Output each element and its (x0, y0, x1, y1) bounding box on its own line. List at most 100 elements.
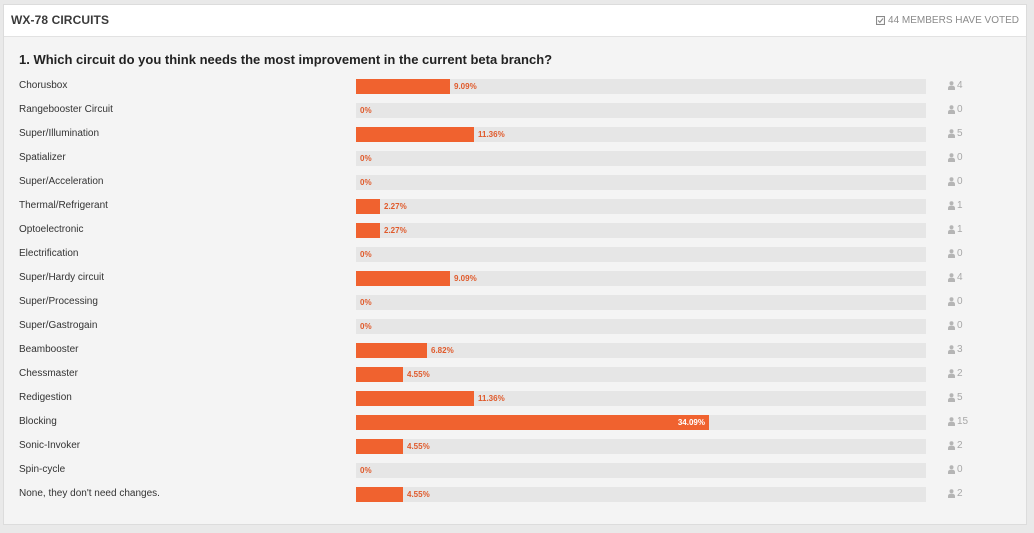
vote-count-text: 4 (957, 272, 963, 283)
poll-option-label: Super/Gastrogain (19, 320, 98, 331)
poll-percent: 9.09% (454, 274, 477, 283)
poll-vote-count: 3 (948, 344, 963, 355)
vote-count-text: 15 (957, 416, 969, 427)
poll-bar-fill (356, 79, 450, 94)
poll-bar-track: 4.55% (356, 439, 926, 454)
user-icon (948, 489, 955, 498)
poll-option-row: Super/Illumination 11.36% 5 (4, 122, 1026, 146)
poll-vote-count: 4 (948, 80, 963, 91)
poll-option-label: Chessmaster (19, 368, 78, 379)
poll-bar-track: 0% (356, 247, 926, 262)
poll-percent: 0% (360, 154, 372, 163)
poll-bar-fill (356, 343, 427, 358)
poll-option-row: Rangebooster Circuit 0% 0 (4, 98, 1026, 122)
poll-vote-count: 15 (948, 416, 968, 427)
poll-bar-track: 2.27% (356, 199, 926, 214)
poll-vote-count: 0 (948, 104, 963, 115)
poll-bar-fill (356, 127, 474, 142)
vote-count-text: 0 (957, 464, 963, 475)
vote-count-text: 0 (957, 152, 963, 163)
poll-option-row: Blocking 34.09% 15 (4, 410, 1026, 434)
poll-percent: 4.55% (407, 490, 430, 499)
checkbox-check-icon (876, 16, 886, 25)
poll-vote-count: 0 (948, 296, 963, 307)
vote-count-text: 0 (957, 104, 963, 115)
poll-header: WX-78 CIRCUITS 44 MEMBERS HAVE VOTED (4, 5, 1026, 37)
poll-bar-track: 9.09% (356, 79, 926, 94)
poll-percent: 0% (360, 178, 372, 187)
user-icon (948, 345, 955, 354)
poll-bar-fill (356, 199, 380, 214)
user-icon (948, 441, 955, 450)
poll-option-label: Super/Acceleration (19, 176, 104, 187)
poll-option-label: Optoelectronic (19, 224, 84, 235)
poll-percent: 4.55% (407, 370, 430, 379)
poll-option-label: Spatializer (19, 152, 66, 163)
poll-option-label: Blocking (19, 416, 57, 427)
poll-option-label: Thermal/Refrigerant (19, 200, 108, 211)
poll-options: Chorusbox 9.09% 4 Rangebooster Circuit 0% 0 Su… (4, 74, 1026, 506)
vote-count-text: 4 (957, 80, 963, 91)
poll-bar-track: 6.82% (356, 343, 926, 358)
poll-option-row: Super/Acceleration 0% 0 (4, 170, 1026, 194)
poll-vote-count: 4 (948, 272, 963, 283)
poll-question: 1. Which circuit do you think needs the … (19, 52, 553, 67)
poll-vote-count: 0 (948, 464, 963, 475)
poll-percent: 9.09% (454, 82, 477, 91)
poll-vote-count: 0 (948, 248, 963, 259)
poll-vote-count: 2 (948, 440, 963, 451)
poll-bar-fill (356, 223, 380, 238)
poll-percent: 0% (360, 106, 372, 115)
poll-vote-count: 2 (948, 488, 963, 499)
poll-percent: 11.36% (478, 394, 505, 403)
poll-bar-track: 4.55% (356, 487, 926, 502)
poll-vote-count: 0 (948, 152, 963, 163)
poll-option-label: Beambooster (19, 344, 79, 355)
poll-percent: 4.55% (407, 442, 430, 451)
vote-count-text: 5 (957, 128, 963, 139)
poll-option-row: Electrification 0% 0 (4, 242, 1026, 266)
poll-bar-track: 0% (356, 319, 926, 334)
poll-bar-track: 0% (356, 103, 926, 118)
poll-panel: WX-78 CIRCUITS 44 MEMBERS HAVE VOTED 1. … (3, 4, 1027, 525)
poll-bar-track: 9.09% (356, 271, 926, 286)
user-icon (948, 201, 955, 210)
poll-option-label: Sonic-Invoker (19, 440, 81, 451)
poll-option-row: Super/Hardy circuit 9.09% 4 (4, 266, 1026, 290)
poll-option-label: Rangebooster Circuit (19, 104, 113, 115)
poll-bar-track: 2.27% (356, 223, 926, 238)
poll-bar-track: 0% (356, 151, 926, 166)
poll-option-label: None, they don't need changes. (19, 488, 160, 499)
poll-option-row: Chorusbox 9.09% 4 (4, 74, 1026, 98)
poll-vote-count: 0 (948, 176, 963, 187)
poll-percent: 0% (360, 466, 372, 475)
poll-option-row: Optoelectronic 2.27% 1 (4, 218, 1026, 242)
poll-bar-track: 0% (356, 295, 926, 310)
user-icon (948, 105, 955, 114)
poll-option-row: None, they don't need changes. 4.55% 2 (4, 482, 1026, 506)
poll-percent: 6.82% (431, 346, 454, 355)
poll-option-row: Spin-cycle 0% 0 (4, 458, 1026, 482)
poll-option-label: Super/Processing (19, 296, 98, 307)
vote-count-text: 2 (957, 440, 963, 451)
poll-option-label: Super/Hardy circuit (19, 272, 105, 283)
voted-count: 44 MEMBERS HAVE VOTED (876, 15, 1019, 26)
poll-vote-count: 0 (948, 320, 963, 331)
poll-percent: 34.09% (677, 418, 705, 427)
user-icon (948, 273, 955, 282)
vote-count-text: 0 (957, 176, 963, 187)
poll-percent: 0% (360, 298, 372, 307)
user-icon (948, 465, 955, 474)
vote-count-text: 0 (957, 296, 963, 307)
user-icon (948, 177, 955, 186)
user-icon (948, 153, 955, 162)
poll-bar-track: 0% (356, 175, 926, 190)
poll-option-row: Thermal/Refrigerant 2.27% 1 (4, 194, 1026, 218)
poll-bar-track: 11.36% (356, 391, 926, 406)
poll-option-label: Spin-cycle (19, 464, 66, 475)
user-icon (948, 417, 955, 426)
user-icon (948, 369, 955, 378)
poll-vote-count: 5 (948, 392, 963, 403)
vote-count-text: 0 (957, 320, 963, 331)
vote-count-text: 1 (957, 224, 963, 235)
